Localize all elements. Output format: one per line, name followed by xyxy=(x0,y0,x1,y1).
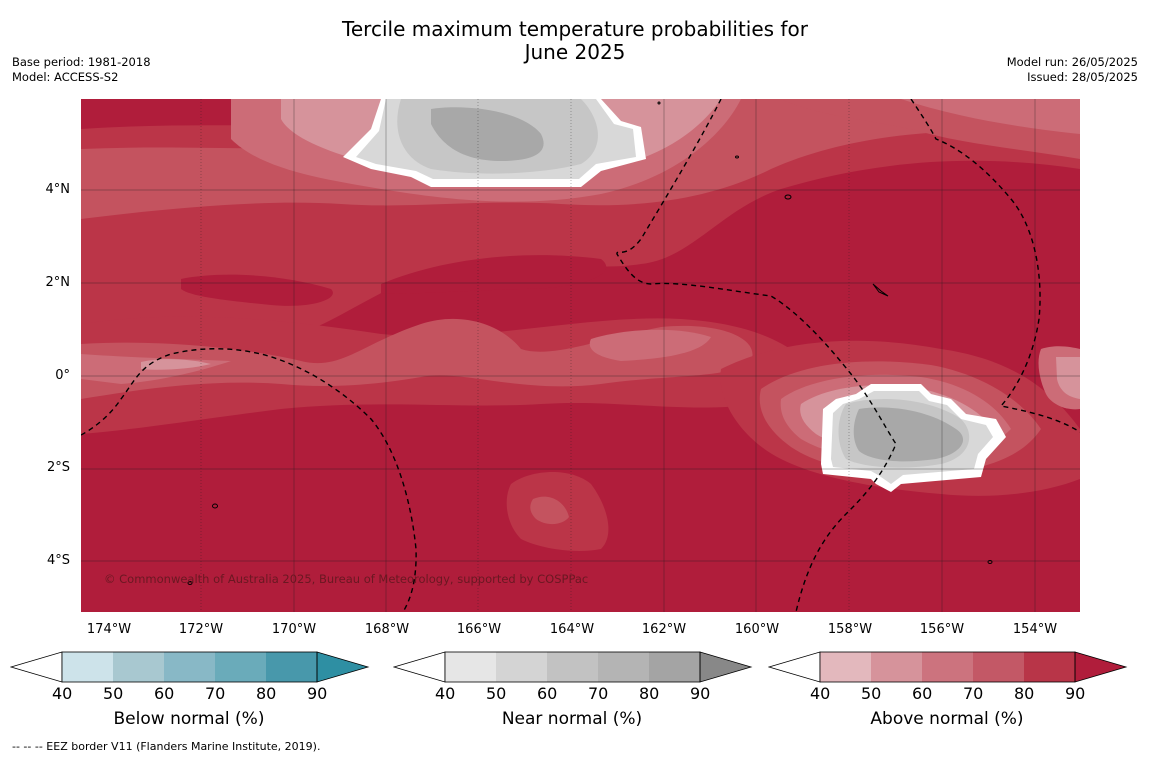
lon-label-160w: 160°W xyxy=(734,622,780,637)
probability-map xyxy=(81,99,1080,612)
colorbar-swatch xyxy=(547,652,598,682)
band-above-50-eq-west xyxy=(141,359,211,370)
band-near-80-north xyxy=(431,107,544,161)
colorbar-near xyxy=(393,651,753,683)
lon-label-162w: 162°W xyxy=(641,622,687,637)
eez-borders xyxy=(81,99,1080,612)
colorbar-under-triangle xyxy=(10,651,63,683)
colorbar-outline xyxy=(444,651,701,683)
lon-label-166w: 166°W xyxy=(456,622,502,637)
colorbar-above-title: Above normal (%) xyxy=(870,709,1024,729)
island-7 xyxy=(735,155,739,159)
base-period: Base period: 1981-2018 xyxy=(12,55,151,69)
meta-left: Base period: 1981-2018 Model: ACCESS-S2 xyxy=(12,55,151,85)
island-2 xyxy=(872,283,889,297)
colorbar-swatch xyxy=(215,652,266,682)
colorbar-tick-label: 80 xyxy=(256,684,277,703)
colorbar-tick-label: 80 xyxy=(639,684,660,703)
colorbar-swatch xyxy=(649,652,700,682)
issued-date: Issued: 28/05/2025 xyxy=(1027,70,1138,84)
lon-label-164w: 164°W xyxy=(549,622,595,637)
lon-label-156w: 156°W xyxy=(919,622,965,637)
band-above-70-south xyxy=(530,496,569,525)
graticule xyxy=(81,99,1080,612)
lat-label-4n: 4°N xyxy=(45,182,71,197)
colorbar-tick-label: 60 xyxy=(912,684,933,703)
title-line-2: June 2025 xyxy=(524,40,626,64)
colorbar-tick-label: 70 xyxy=(588,684,609,703)
title-line-1: Tercile maximum temperature probabilitie… xyxy=(342,17,808,41)
colorbar-over-triangle xyxy=(699,651,753,683)
lon-label-168w: 168°W xyxy=(364,622,410,637)
colorbar-below-swatches xyxy=(10,651,370,683)
colorbar-swatch xyxy=(973,652,1024,682)
colorbar-below xyxy=(10,651,370,683)
colorbar-swatch xyxy=(113,652,164,682)
colorbar-tick-label: 70 xyxy=(963,684,984,703)
colorbar-near-title: Near normal (%) xyxy=(501,709,643,729)
colorbar-tick-label: 90 xyxy=(690,684,711,703)
eez-footnote: -- -- -- EEZ border V11 (Flanders Marine… xyxy=(12,740,321,753)
colorbar-tick-label: 40 xyxy=(810,684,831,703)
lat-label-4s: 4°S xyxy=(46,553,70,568)
colorbar-swatch xyxy=(922,652,973,682)
colorbar-under-triangle xyxy=(393,651,446,683)
islands xyxy=(187,101,993,585)
island-6 xyxy=(657,101,661,105)
lat-label-2n: 2°N xyxy=(45,275,71,290)
colorbar-near-swatches xyxy=(393,651,753,683)
colorbar-tick-label: 50 xyxy=(861,684,882,703)
colorbar-tick-label: 90 xyxy=(307,684,328,703)
lon-label-170w: 170°W xyxy=(271,622,317,637)
band-above-60-east-eq xyxy=(589,329,711,361)
colorbar-tick-label: 70 xyxy=(205,684,226,703)
colorbar-outline xyxy=(819,651,1076,683)
colorbar-tick-label: 80 xyxy=(1014,684,1035,703)
island-5 xyxy=(987,560,993,564)
lon-label-158w: 158°W xyxy=(827,622,873,637)
colorbar-above-swatches xyxy=(768,651,1128,683)
colorbar-above xyxy=(768,651,1128,683)
colorbar-tick-label: 50 xyxy=(486,684,507,703)
colorbar-swatch xyxy=(496,652,547,682)
island-4 xyxy=(187,581,193,585)
band-above-60-ne xyxy=(901,99,1080,134)
colorbar-below-title: Below normal (%) xyxy=(113,709,265,729)
model-run: Model run: 26/05/2025 xyxy=(1006,55,1138,69)
band-above-70-equator xyxy=(81,318,753,399)
colorbar-over-triangle xyxy=(316,651,370,683)
colorbar-swatch xyxy=(62,652,113,682)
colorbar-swatch xyxy=(445,652,496,682)
colorbar-over-triangle xyxy=(1074,651,1128,683)
colorbar-swatch xyxy=(598,652,649,682)
colorbar-swatch xyxy=(266,652,317,682)
colorbar-swatch xyxy=(871,652,922,682)
map-title: Tercile maximum temperature probabilitie… xyxy=(0,18,1150,64)
meta-right: Model run: 26/05/2025 Issued: 28/05/2025 xyxy=(1007,55,1138,85)
colorbar-swatch xyxy=(164,652,215,682)
band-above-50-far-east xyxy=(1056,357,1080,399)
colorbar-tick-label: 60 xyxy=(537,684,558,703)
lat-label-0: 0° xyxy=(55,368,70,383)
colorbar-tick-label: 60 xyxy=(154,684,175,703)
band-above-80-2n xyxy=(181,274,333,306)
colorbar-outline xyxy=(61,651,318,683)
credit-watermark: © Commonwealth of Australia 2025, Bureau… xyxy=(104,572,589,586)
island-3 xyxy=(212,503,218,509)
colorbar-swatch xyxy=(820,652,871,682)
lon-label-174w: 174°W xyxy=(86,622,132,637)
band-above-80-central xyxy=(381,255,607,294)
lon-label-172w: 172°W xyxy=(178,622,224,637)
colorbar-under-triangle xyxy=(768,651,821,683)
colorbar-tick-label: 40 xyxy=(435,684,456,703)
band-near-80-east xyxy=(853,407,964,462)
colorbar-tick-label: 50 xyxy=(103,684,124,703)
model-name: Model: ACCESS-S2 xyxy=(12,70,119,84)
lon-label-154w: 154°W xyxy=(1012,622,1058,637)
colorbar-tick-label: 40 xyxy=(52,684,73,703)
island-1 xyxy=(784,194,792,200)
colorbar-swatch xyxy=(1024,652,1075,682)
colorbar-tick-label: 90 xyxy=(1065,684,1086,703)
lat-label-2s: 2°S xyxy=(46,460,70,475)
